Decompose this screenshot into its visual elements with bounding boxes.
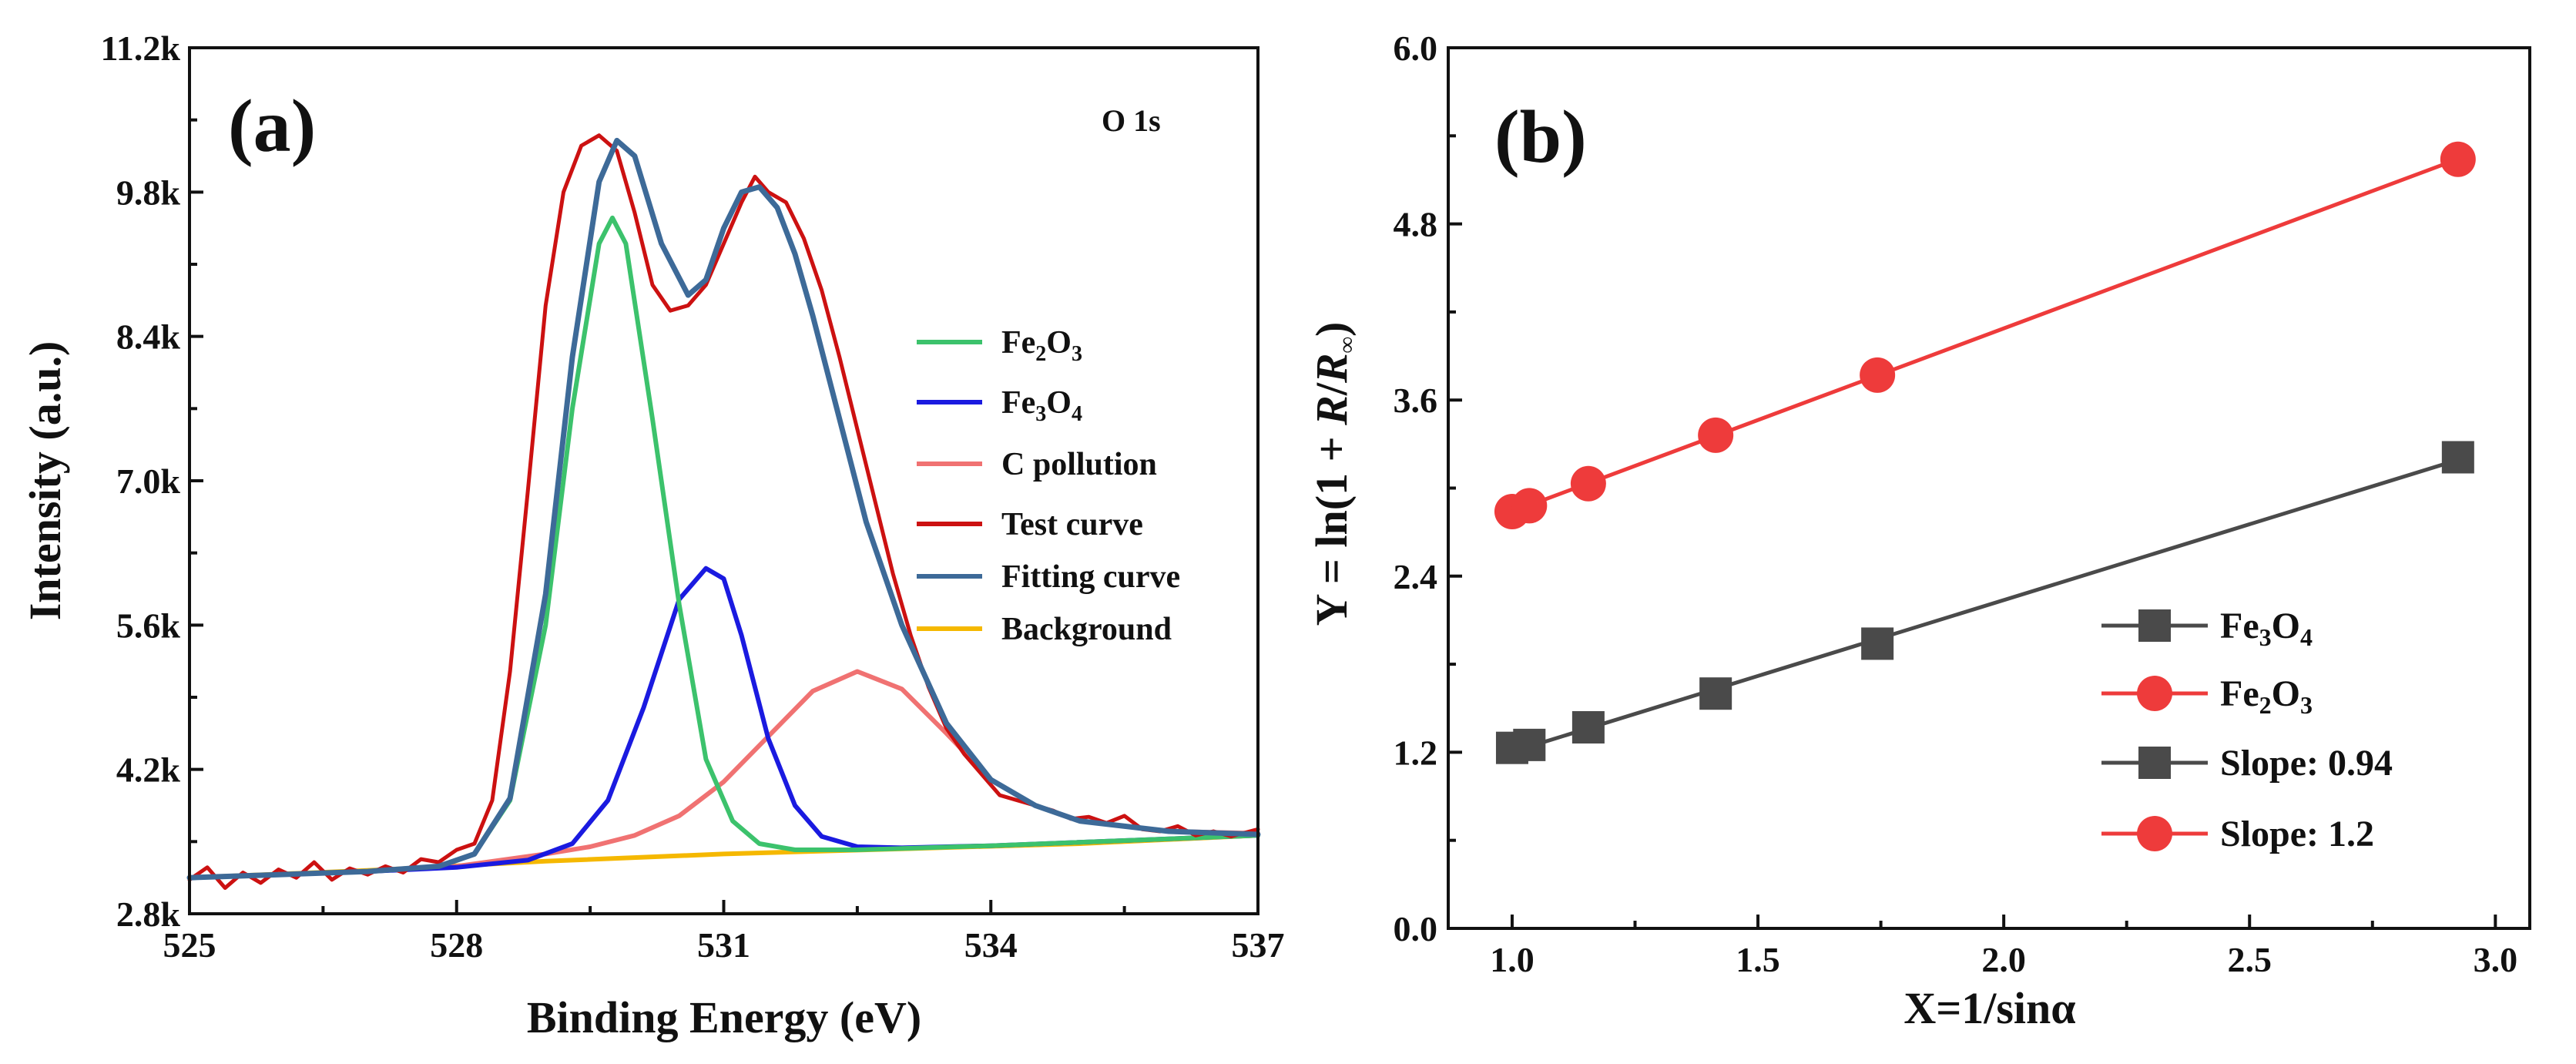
panel-a-y-tick-label: 7.0k bbox=[116, 462, 181, 501]
legend-item-fe3o4: Fe3O4 bbox=[917, 385, 1082, 426]
panel-b-y-tick-label: 1.2 bbox=[1394, 733, 1438, 772]
panel-a-x-tick-label: 528 bbox=[430, 925, 483, 965]
panel-a-x-tick-label: 537 bbox=[1232, 925, 1285, 965]
panel-b-legend: Fe3O4 Fe2O3 Slope: 0.94 Slope: 1.2 bbox=[2101, 606, 2393, 854]
fit-line-fe2o3 bbox=[1511, 157, 2459, 514]
series-line-fe3o4 bbox=[187, 566, 1260, 881]
legend-item-c-pollution: C pollution bbox=[917, 447, 1157, 482]
panel-b-y-axis-label: Y = ln(1 + R/R∞) bbox=[1306, 322, 1360, 626]
legend-marker-b-fe3o4 bbox=[2138, 609, 2171, 642]
panel-b-ticks: 1.0 1.5 2.0 2.5 3.0 0.0 1.2 2.4 3.6 4.8 6.0 bbox=[1394, 29, 2518, 979]
panel-a-x-tick-label: 525 bbox=[163, 925, 216, 965]
legend-item-test-curve: Test curve bbox=[917, 507, 1143, 542]
legend-label-fe2o3: Fe2O3 bbox=[1001, 325, 1082, 366]
panel-b-y-tick-label: 6.0 bbox=[1394, 29, 1438, 68]
data-point-fe2o3 bbox=[1698, 417, 1734, 453]
data-point-fe3o4 bbox=[1699, 677, 1732, 710]
panel-a-y-tick-label: 2.8k bbox=[116, 894, 181, 934]
panel-a-y-tick-label: 4.2k bbox=[116, 750, 181, 790]
panel-b-x-tick-label: 2.0 bbox=[1981, 940, 2026, 979]
legend-label-b-fe3o4: Fe3O4 bbox=[2220, 606, 2313, 651]
data-point-fe2o3 bbox=[2440, 141, 2476, 177]
legend-item-b-slope-12: Slope: 1.2 bbox=[2101, 814, 2374, 854]
series-line-c-pollution bbox=[187, 669, 1260, 881]
data-point-fe3o4 bbox=[1571, 711, 1605, 744]
panel-b-x-axis-label: X=1/sinα bbox=[1903, 983, 2075, 1033]
legend-marker-b-slope-12 bbox=[2137, 816, 2172, 851]
panel-b-x-tick-label: 3.0 bbox=[2474, 940, 2518, 979]
legend-label-c-pollution: C pollution bbox=[1001, 447, 1157, 482]
legend-item-b-fe2o3: Fe2O3 bbox=[2101, 673, 2313, 719]
panel-a-ticks: 525 528 531 534 537 2.8k 4.2k 5.6k 7.0k 8.4k 9.8k 1… bbox=[100, 29, 1284, 965]
data-point-fe2o3 bbox=[1511, 488, 1548, 524]
data-point-fe2o3 bbox=[1860, 357, 1896, 393]
panel-b-y-tick-label: 2.4 bbox=[1394, 557, 1438, 596]
legend-item-fe2o3: Fe2O3 bbox=[917, 325, 1082, 366]
data-point-fe3o4 bbox=[1513, 728, 1546, 761]
legend-label-b-slope-094: Slope: 0.94 bbox=[2220, 743, 2393, 784]
panel-a-x-axis-label: Binding Energy (eV) bbox=[527, 992, 921, 1042]
panel-b-label: (b) bbox=[1494, 96, 1587, 179]
legend-item-fitting-curve: Fitting curve bbox=[917, 559, 1180, 595]
panel-b-y-tick-label: 0.0 bbox=[1394, 909, 1438, 948]
legend-item-b-fe3o4: Fe3O4 bbox=[2101, 606, 2313, 651]
panel-b-y-tick-label: 4.8 bbox=[1394, 205, 1438, 244]
panel-a-y-tick-label: 9.8k bbox=[116, 173, 181, 212]
legend-label-b-slope-12: Slope: 1.2 bbox=[2220, 814, 2374, 854]
data-point-fe3o4 bbox=[1861, 627, 1894, 660]
panel-b-x-tick-label: 2.5 bbox=[2227, 940, 2272, 979]
series-line-fitting-curve bbox=[186, 137, 1261, 881]
legend-label-fitting-curve: Fitting curve bbox=[1001, 559, 1180, 595]
legend-item-b-slope-094: Slope: 0.94 bbox=[2101, 743, 2393, 784]
panel-a-y-tick-label: 8.4k bbox=[116, 317, 181, 357]
panel-b-x-tick-label: 1.0 bbox=[1490, 940, 1535, 979]
legend-marker-b-slope-094 bbox=[2138, 747, 2171, 779]
panel-a-y-tick-label: 5.6k bbox=[116, 606, 181, 645]
legend-label-test-curve: Test curve bbox=[1001, 507, 1143, 542]
panel-a-x-tick-label: 534 bbox=[964, 925, 1018, 965]
panel-a-x-tick-label: 531 bbox=[697, 925, 750, 965]
legend-label-background: Background bbox=[1001, 612, 1172, 647]
panel-a-chart: 525 528 531 534 537 2.8k 4.2k 5.6k 7.0k 8.4k 9.8k 1… bbox=[20, 29, 1285, 1042]
panel-a-legend: Fe2O3 Fe3O4 C pollution Test curve Fitti… bbox=[917, 325, 1180, 647]
fit-line-fe3o4 bbox=[1511, 458, 2459, 754]
legend-item-background: Background bbox=[917, 612, 1172, 647]
data-point-fe3o4 bbox=[2441, 441, 2474, 474]
panel-b-series bbox=[1494, 141, 2476, 764]
data-point-fe2o3 bbox=[1570, 465, 1606, 502]
panel-b-chart: 1.0 1.5 2.0 2.5 3.0 0.0 1.2 2.4 3.6 4.8 6.0 (b) X=… bbox=[1306, 29, 2531, 1033]
panel-a-frame bbox=[188, 46, 1259, 915]
panel-a-y-axis-label: Intensity (a.u.) bbox=[20, 341, 70, 621]
legend-label-b-fe2o3: Fe2O3 bbox=[2220, 673, 2313, 719]
panel-a-annotation: O 1s bbox=[1102, 103, 1161, 138]
panel-b-frame bbox=[1447, 46, 2531, 930]
legend-label-fe3o4: Fe3O4 bbox=[1001, 385, 1082, 426]
panel-a-series bbox=[186, 133, 1261, 890]
panel-b-y-tick-label: 3.6 bbox=[1394, 381, 1438, 420]
legend-marker-b-fe2o3 bbox=[2137, 676, 2172, 711]
panel-a-y-tick-label: 11.2k bbox=[100, 29, 180, 68]
panel-b-x-tick-label: 1.5 bbox=[1736, 940, 1780, 979]
panel-a-label: (a) bbox=[228, 85, 316, 168]
